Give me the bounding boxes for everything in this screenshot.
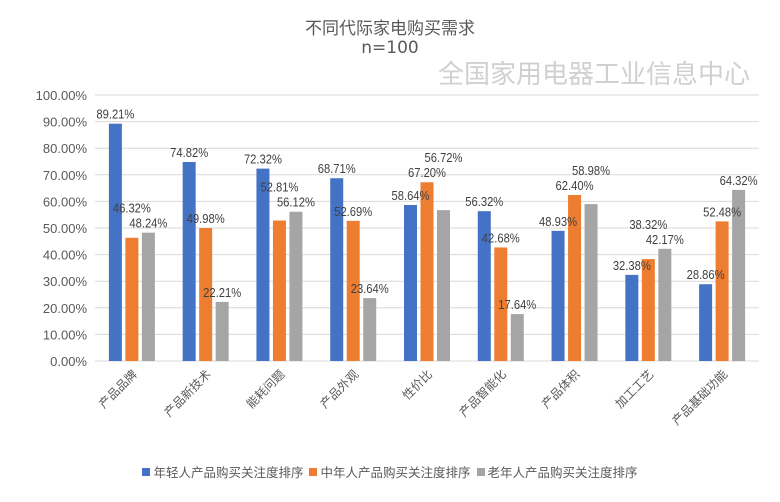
y-tick-label: 70.00%	[43, 168, 88, 183]
data-label: 58.98%	[572, 163, 610, 178]
y-tick-label: 90.00%	[43, 115, 88, 130]
data-label: 56.32%	[465, 194, 503, 209]
bar	[551, 230, 565, 361]
data-label: 23.64%	[351, 281, 389, 296]
data-label: 68.71%	[318, 161, 356, 176]
y-tick-label: 20.00%	[43, 301, 88, 316]
bar	[494, 247, 508, 361]
data-label: 28.86%	[687, 267, 725, 282]
bar	[477, 211, 491, 361]
x-tick-label: 能耗问题	[244, 367, 288, 411]
data-label: 38.32%	[629, 217, 667, 232]
legend-label: 年轻人产品购买关注度排序	[153, 465, 304, 480]
bar	[437, 210, 450, 361]
y-tick-label: 100.00%	[36, 88, 88, 103]
y-tick-label: 50.00%	[43, 221, 88, 236]
chart-title: 不同代际家电购买需求	[305, 19, 475, 39]
data-label: 42.17%	[646, 232, 684, 247]
data-label: 56.12%	[277, 195, 315, 210]
y-tick-label: 30.00%	[43, 274, 88, 289]
data-label: 42.68%	[482, 230, 520, 245]
x-tick-label: 产品基础功能	[669, 367, 730, 428]
x-tick-label: 产品品牌	[96, 367, 140, 411]
bar	[658, 248, 672, 361]
y-tick-label: 10.00%	[43, 327, 88, 342]
bar	[625, 274, 639, 361]
bar	[732, 189, 746, 361]
x-tick-label: 性价比	[400, 367, 435, 402]
data-label: 17.64%	[498, 297, 536, 312]
legend-item-middle: 中年人产品购买关注度排序	[309, 462, 471, 481]
bar	[125, 237, 139, 361]
data-label: 89.21%	[96, 107, 134, 122]
bar	[699, 284, 713, 361]
bar	[715, 221, 729, 361]
x-tick-label: 产品新技术	[161, 367, 214, 420]
bar	[199, 228, 213, 361]
data-label: 74.82%	[170, 145, 208, 160]
legend-label: 老年人产品购买关注度排序	[487, 465, 638, 480]
legend-swatch	[309, 467, 318, 476]
legend-item-young: 年轻人产品购买关注度排序	[142, 462, 303, 481]
data-label: 62.40%	[556, 178, 594, 193]
data-label: 52.48%	[703, 204, 741, 219]
x-tick-label: 产品体积	[539, 367, 583, 411]
bar	[346, 220, 360, 361]
legend-swatch	[476, 467, 485, 476]
legend-label: 中年人产品购买关注度排序	[320, 465, 471, 480]
bar	[363, 298, 377, 361]
data-label: 67.20%	[408, 165, 446, 180]
bar	[330, 178, 344, 361]
data-label: 48.93%	[539, 214, 577, 229]
x-tick-label: 产品智能化	[456, 367, 509, 420]
bar-chart: 0.00% 10.00% 20.00% 30.00% 40.00% 50.00% 60.00…	[36, 88, 759, 428]
x-tick-label: 产品外观	[317, 367, 361, 411]
data-label: 49.98%	[187, 211, 225, 226]
bar	[420, 182, 434, 361]
bar	[584, 204, 598, 361]
bar	[289, 211, 303, 361]
data-label: 56.72%	[425, 150, 463, 165]
data-label: 52.81%	[260, 180, 298, 195]
data-label: 32.38%	[613, 258, 651, 273]
legend-item-old: 老年人产品购买关注度排序	[476, 462, 638, 481]
bar	[256, 168, 270, 361]
bar	[568, 195, 582, 361]
bar	[108, 123, 122, 361]
data-label: 22.21%	[203, 285, 241, 300]
x-tick-label: 加工工艺	[613, 367, 657, 411]
data-label: 64.32%	[720, 173, 758, 188]
bar	[182, 161, 196, 361]
y-tick-label: 0.00%	[50, 354, 87, 369]
legend: 年轻人产品购买关注度排序 中年人产品购买关注度排序 老年人产品购买关注度排序	[0, 462, 780, 481]
y-tick-label: 80.00%	[43, 141, 88, 156]
bar	[272, 220, 286, 361]
data-label: 58.64%	[392, 188, 430, 203]
y-tick-label: 40.00%	[43, 248, 88, 263]
bar	[215, 301, 229, 361]
legend-swatch	[142, 467, 151, 476]
chart-subtitle: n=100	[361, 38, 419, 58]
data-label: 48.24%	[129, 216, 167, 231]
data-label: 46.32%	[113, 201, 151, 216]
bar	[404, 205, 417, 361]
y-tick-label: 60.00%	[43, 194, 88, 209]
bar	[641, 259, 655, 361]
bar	[141, 232, 155, 361]
data-label: 52.69%	[334, 204, 372, 219]
bar	[510, 314, 524, 361]
data-label: 72.32%	[244, 152, 282, 167]
